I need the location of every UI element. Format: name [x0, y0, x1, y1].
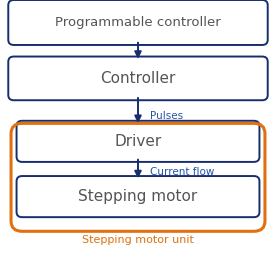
FancyBboxPatch shape	[8, 57, 268, 100]
Text: Stepping motor unit: Stepping motor unit	[82, 235, 194, 244]
Text: Controller: Controller	[100, 71, 176, 86]
FancyBboxPatch shape	[17, 121, 259, 162]
FancyBboxPatch shape	[17, 176, 259, 217]
Text: Stepping motor: Stepping motor	[78, 189, 198, 204]
Text: Current flow: Current flow	[150, 167, 215, 177]
Text: Pulses: Pulses	[150, 111, 184, 121]
Text: Driver: Driver	[114, 134, 162, 149]
Text: Programmable controller: Programmable controller	[55, 16, 221, 29]
FancyBboxPatch shape	[8, 0, 268, 45]
